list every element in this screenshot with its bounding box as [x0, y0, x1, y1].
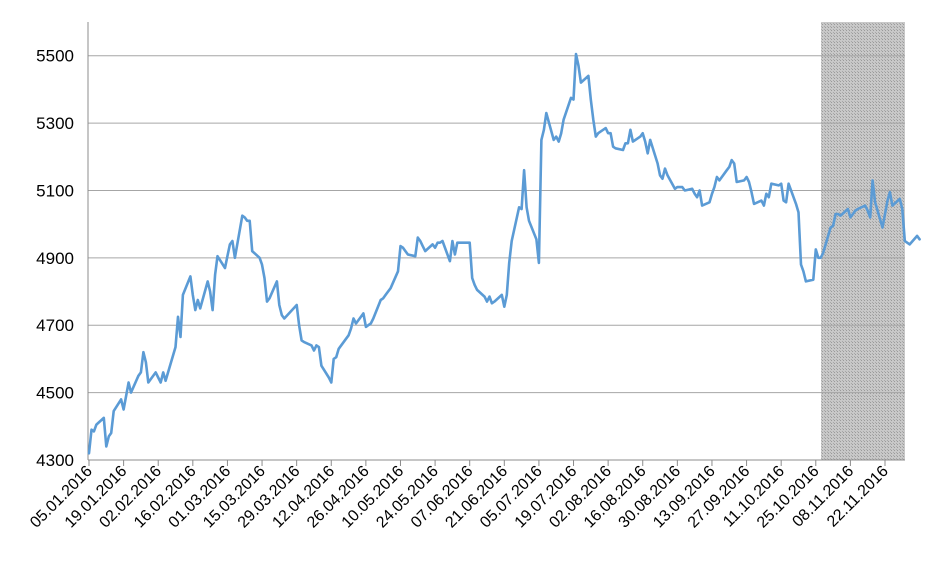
shaded-forecast-region [821, 22, 905, 460]
y-tick-label: 4900 [36, 249, 74, 268]
y-tick-label: 4300 [36, 451, 74, 470]
y-tick-label: 5300 [36, 114, 74, 133]
y-tick-label: 4500 [36, 384, 74, 403]
y-tick-label: 5500 [36, 47, 74, 66]
y-tick-label: 4700 [36, 316, 74, 335]
y-tick-label: 5100 [36, 181, 74, 200]
index-series-line [87, 52, 921, 455]
